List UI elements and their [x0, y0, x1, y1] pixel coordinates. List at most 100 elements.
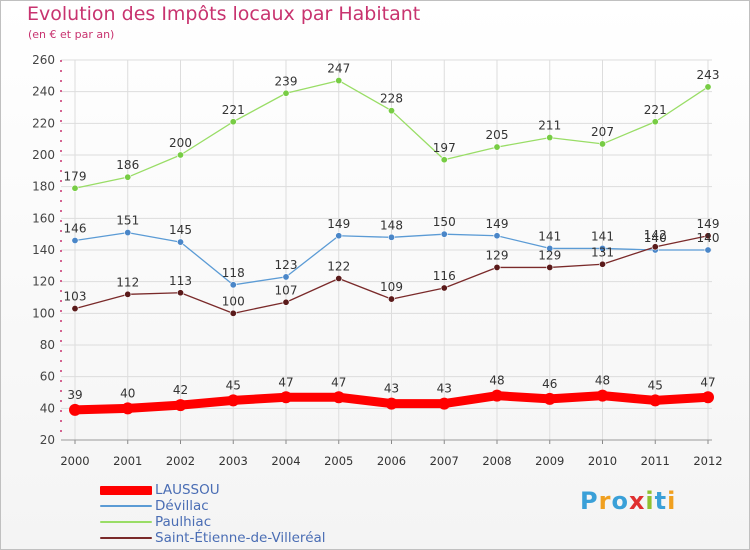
data-point-paulhiac	[387, 107, 395, 115]
logo-letter: i	[667, 487, 677, 515]
data-label-laussou: 48	[595, 374, 610, 388]
data-point-saint-etienne-de-villereal	[651, 243, 659, 251]
data-point-devillac	[546, 244, 554, 252]
data-label-laussou: 47	[331, 375, 346, 389]
data-label-devillac: 149	[486, 217, 509, 231]
y-tick-label: 160	[32, 211, 55, 225]
data-label-saint-etienne-de-villereal: 109	[380, 280, 403, 294]
data-label-laussou: 45	[226, 378, 241, 392]
data-label-laussou: 47	[700, 375, 715, 389]
x-tick-label: 2011	[641, 454, 670, 468]
data-point-saint-etienne-de-villereal	[546, 263, 554, 271]
data-label-devillac: 118	[222, 266, 245, 280]
data-point-paulhiac	[651, 118, 659, 126]
data-label-devillac: 145	[169, 223, 192, 237]
x-tick-label: 2003	[219, 454, 248, 468]
data-point-saint-etienne-de-villereal	[71, 305, 79, 313]
data-point-laussou	[280, 391, 292, 404]
data-point-saint-etienne-de-villereal	[282, 298, 290, 306]
chart-subtitle: (en € et par an)	[28, 28, 115, 41]
data-label-saint-etienne-de-villereal: 129	[538, 248, 561, 262]
data-label-saint-etienne-de-villereal: 116	[433, 269, 456, 283]
data-label-devillac: 151	[116, 214, 139, 228]
x-tick-label: 2010	[588, 454, 617, 468]
data-point-devillac	[335, 232, 343, 240]
data-point-paulhiac	[335, 77, 343, 85]
data-point-paulhiac	[124, 173, 132, 181]
data-point-devillac	[229, 281, 237, 289]
data-point-devillac	[440, 230, 448, 238]
data-point-paulhiac	[493, 143, 501, 151]
x-tick-label: 2012	[693, 454, 722, 468]
y-tick-label: 260	[32, 53, 55, 67]
data-point-paulhiac	[598, 140, 606, 148]
data-point-paulhiac	[704, 83, 712, 91]
data-point-laussou	[649, 394, 662, 407]
y-tick-label: 80	[40, 338, 55, 352]
data-label-saint-etienne-de-villereal: 122	[327, 260, 350, 274]
data-label-saint-etienne-de-villereal: 142	[644, 228, 667, 242]
data-point-saint-etienne-de-villereal	[387, 295, 395, 303]
data-point-saint-etienne-de-villereal	[335, 274, 343, 282]
data-point-laussou	[702, 391, 714, 404]
y-tick-label: 140	[32, 243, 55, 257]
data-label-devillac: 148	[380, 218, 403, 232]
data-label-paulhiac: 179	[64, 169, 87, 183]
data-label-paulhiac: 221	[222, 103, 245, 117]
data-label-devillac: 141	[591, 229, 614, 243]
y-tick-label: 220	[32, 116, 55, 130]
data-point-saint-etienne-de-villereal	[493, 263, 501, 271]
data-point-paulhiac	[177, 151, 185, 159]
data-label-laussou: 48	[489, 374, 504, 388]
data-label-paulhiac: 186	[116, 158, 139, 172]
data-point-devillac	[124, 229, 132, 237]
logo-letter: r	[598, 487, 612, 515]
y-tick-label: 200	[32, 148, 55, 162]
data-label-laussou: 40	[120, 386, 135, 400]
logo-letter: x	[628, 487, 646, 515]
data-point-devillac	[387, 233, 395, 241]
data-point-paulhiac	[229, 118, 237, 126]
data-point-laussou	[596, 389, 609, 402]
data-label-saint-etienne-de-villereal: 100	[222, 294, 245, 308]
data-label-devillac: 141	[538, 229, 561, 243]
data-point-laussou	[438, 397, 451, 410]
data-point-devillac	[493, 232, 501, 240]
data-point-devillac	[598, 244, 606, 252]
data-point-laussou	[332, 391, 345, 404]
logo-letter: P	[580, 487, 599, 515]
legend-swatch	[100, 505, 152, 507]
legend-label: LAUSSOU	[155, 482, 220, 498]
chart-title: Evolution des Impôts locaux par Habitant	[27, 3, 421, 25]
data-point-saint-etienne-de-villereal	[598, 260, 606, 268]
data-label-saint-etienne-de-villereal: 113	[169, 274, 192, 288]
x-tick-label: 2006	[377, 454, 406, 468]
series-layer	[69, 77, 714, 416]
data-label-paulhiac: 239	[275, 74, 298, 88]
x-tick-label: 2008	[482, 454, 511, 468]
data-point-laussou	[491, 389, 503, 402]
data-label-saint-etienne-de-villereal: 149	[697, 217, 720, 231]
data-label-paulhiac: 205	[486, 128, 509, 142]
data-label-paulhiac: 211	[538, 119, 561, 133]
data-label-paulhiac: 228	[380, 92, 403, 106]
x-tick-label: 2001	[113, 454, 142, 468]
data-label-paulhiac: 221	[644, 103, 667, 117]
y-tick-label: 180	[32, 180, 55, 194]
data-label-devillac: 140	[697, 231, 720, 245]
data-label-paulhiac: 243	[697, 68, 720, 82]
y-tick-label: 100	[32, 306, 55, 320]
data-point-paulhiac	[71, 184, 79, 192]
data-point-devillac	[282, 273, 290, 281]
data-label-paulhiac: 247	[327, 62, 350, 76]
data-label-laussou: 47	[278, 375, 293, 389]
x-tick-label: 2000	[60, 454, 89, 468]
data-label-paulhiac: 200	[169, 136, 192, 150]
data-point-saint-etienne-de-villereal	[124, 290, 132, 298]
data-label-saint-etienne-de-villereal: 103	[64, 290, 87, 304]
data-label-devillac: 150	[433, 215, 456, 229]
data-point-devillac	[704, 246, 712, 254]
data-point-laussou	[121, 402, 134, 415]
data-label-paulhiac: 197	[433, 141, 456, 155]
